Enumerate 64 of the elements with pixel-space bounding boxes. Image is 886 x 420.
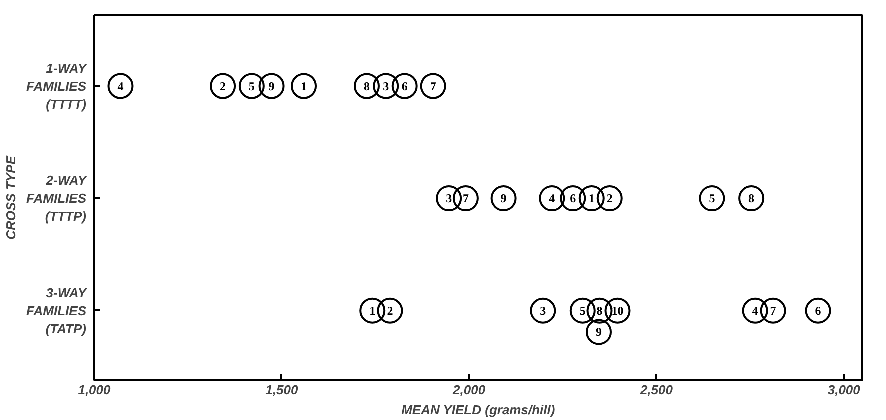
y-axis-title: CROSS TYPE	[4, 156, 19, 240]
point	[452, 186, 479, 212]
text: 9	[500, 192, 507, 206]
x-tick-label: 2,000	[452, 382, 486, 398]
text: 6	[402, 79, 408, 94]
point	[420, 73, 446, 100]
point	[578, 186, 605, 212]
text: 3	[383, 79, 390, 94]
text: 9	[268, 79, 275, 94]
point	[354, 73, 380, 100]
series-label: 1	[588, 192, 595, 206]
point	[805, 298, 832, 324]
point	[570, 298, 596, 324]
point	[258, 73, 285, 100]
x-tick-label: 1,500	[266, 382, 299, 398]
x-tick-label: 3,000	[828, 382, 862, 398]
text: 8	[364, 79, 370, 94]
text: 1	[370, 304, 376, 318]
point	[490, 186, 517, 212]
point	[530, 298, 556, 324]
point	[742, 298, 768, 324]
text: 4	[752, 304, 758, 318]
series-label: 7	[462, 192, 469, 206]
text: 2	[387, 304, 394, 318]
text: 5	[248, 79, 255, 94]
point	[560, 186, 586, 212]
series-label: 10	[612, 304, 624, 318]
y-tick-label: 1-WAY FAMILIES (TTTT)	[26, 60, 88, 112]
point	[539, 186, 566, 212]
series-label: 6	[570, 192, 576, 206]
point	[360, 298, 386, 324]
point	[699, 186, 726, 212]
series-label: 5	[709, 192, 716, 206]
series-label: 2	[606, 192, 613, 206]
text: 8	[596, 304, 603, 318]
legend-label: 4	[118, 79, 124, 94]
y-tick-label: 3-WAY FAMILIES (TATP)	[26, 285, 88, 336]
point	[373, 73, 400, 100]
point	[436, 186, 462, 212]
x-tick-label: 2,500	[639, 382, 674, 398]
text: 7	[770, 304, 776, 318]
text: 7	[430, 79, 436, 94]
point	[377, 298, 404, 324]
x-axis-title: MEAN YIELD (grams/hill)	[402, 402, 556, 418]
text: 5	[580, 304, 586, 318]
point	[291, 73, 318, 100]
point	[596, 186, 623, 212]
point	[210, 73, 236, 100]
text: 6	[815, 304, 822, 318]
series-label: 3	[446, 192, 452, 206]
point	[238, 73, 265, 100]
text: 2	[220, 79, 226, 94]
point	[760, 298, 786, 324]
text: 4	[549, 192, 556, 206]
x-tick-label: 1,000	[78, 382, 112, 398]
point	[108, 73, 134, 100]
series-label: 8	[748, 192, 755, 206]
point	[738, 186, 765, 212]
point	[586, 298, 613, 324]
point	[392, 73, 418, 100]
y-tick-label: 2-WAY FAMILIES (TTTP)	[26, 173, 88, 224]
text: 1	[301, 79, 308, 94]
series-label: 9	[596, 325, 602, 340]
text: 3	[540, 304, 546, 318]
